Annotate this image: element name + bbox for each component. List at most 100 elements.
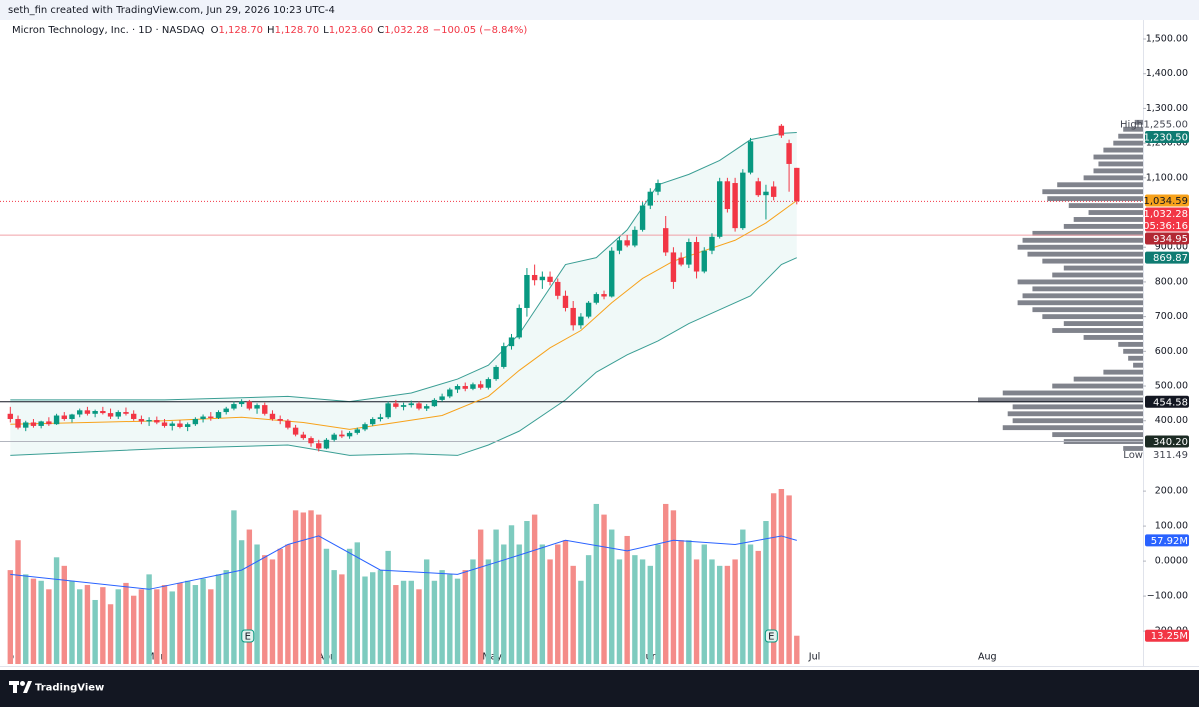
- chart-area: [0, 20, 1199, 670]
- brand: TradingView: [35, 683, 104, 694]
- volume-bar: [208, 589, 214, 664]
- candle-body: [647, 191, 653, 206]
- price-tag: [1145, 118, 1189, 131]
- lower-band: [10, 257, 797, 456]
- profile-bar: [1042, 189, 1143, 195]
- candle-body: [616, 240, 623, 251]
- candle-body: [177, 423, 183, 427]
- volume-bar: [370, 572, 376, 664]
- y-tick-label: 500.00: [1155, 381, 1188, 392]
- volume-bar: [215, 574, 222, 664]
- profile-bar: [1017, 279, 1143, 285]
- volume-bar: [38, 580, 44, 664]
- price-tag-prefix: Low: [1123, 450, 1143, 461]
- price-tag-label: 1,034.59: [1143, 196, 1188, 207]
- volume-bar: [447, 574, 453, 664]
- candle-body: [138, 418, 145, 422]
- volume-bar: [763, 521, 769, 664]
- candle-body: [562, 295, 569, 308]
- candle-body: [485, 379, 492, 388]
- volume-bar: [154, 589, 160, 664]
- volume-bar: [616, 559, 623, 664]
- volume-bar: [747, 544, 754, 664]
- candle-body: [747, 141, 754, 173]
- x-tick-label: May: [482, 652, 502, 663]
- profile-bar: [1027, 251, 1143, 257]
- profile-bar: [1017, 244, 1143, 250]
- candle-body: [154, 420, 160, 423]
- candle-body: [663, 228, 669, 253]
- candle-body: [516, 307, 522, 338]
- candle-body: [794, 167, 800, 202]
- legend-key: O: [211, 25, 219, 36]
- profile-bar: [1083, 335, 1143, 340]
- candle-body: [323, 439, 330, 449]
- legend-value: 1,128.70: [275, 25, 320, 36]
- volume-bar: [339, 574, 345, 664]
- candle-body: [370, 418, 376, 425]
- volume-bar: [524, 521, 530, 664]
- candle-body: [61, 415, 67, 419]
- profile-bar: [1068, 203, 1143, 209]
- profile-bar: [1128, 355, 1143, 361]
- price-tag-timer: 05:36:16: [1143, 221, 1188, 232]
- candle-body: [701, 250, 707, 272]
- profile-bar: [1123, 126, 1143, 132]
- candle-body: [570, 307, 576, 326]
- volume-bar: [7, 570, 14, 664]
- volume-bar: [15, 540, 21, 664]
- candle-body: [46, 421, 52, 425]
- header-bar: [0, 0, 1199, 20]
- volume-tag: [1145, 629, 1189, 642]
- volume-tag-label: 13.25M: [1151, 631, 1188, 642]
- candle-body: [431, 399, 438, 407]
- profile-bar: [1103, 147, 1143, 153]
- profile-bar: [1032, 286, 1143, 292]
- candle-body: [377, 417, 384, 419]
- candle-body: [192, 418, 199, 425]
- profile-bar: [1118, 133, 1143, 139]
- legend-key: C: [377, 25, 384, 36]
- volume-bar: [786, 495, 792, 664]
- candle-body: [693, 242, 700, 272]
- volume-bar: [161, 585, 168, 664]
- legend-value: 1,023.60: [329, 25, 374, 36]
- candle-body: [123, 412, 129, 414]
- candle-body: [115, 412, 121, 417]
- candle-body: [161, 422, 168, 426]
- volume-bar: [624, 535, 630, 664]
- candle-body: [493, 366, 499, 380]
- y2-tick-label: 0.0000: [1155, 556, 1188, 567]
- volume-bar: [61, 565, 67, 664]
- candle-body: [539, 276, 546, 281]
- volume-ma-tag: [1145, 534, 1189, 547]
- candle-body: [470, 384, 476, 389]
- price-tag: [1145, 232, 1189, 245]
- plot: 1,500.00 1,400.00 1,300.00 1,200.00 1,100.00…: [0, 34, 1189, 664]
- volume-bar: [663, 503, 669, 664]
- volume-bar: [146, 574, 152, 664]
- y-tick-label: 1,100.00: [1146, 172, 1188, 183]
- volume-bar: [184, 580, 191, 664]
- candle-body: [300, 434, 307, 439]
- volume-bar: [454, 578, 461, 664]
- volume-bar: [485, 559, 492, 664]
- profile-bar: [1002, 390, 1143, 396]
- profile-bar: [1133, 362, 1143, 368]
- legend-change: −100.05 (−8.84%): [433, 25, 528, 36]
- profile-bar: [1098, 161, 1143, 167]
- profile-bar: [1012, 404, 1143, 410]
- volume-bar: [408, 580, 414, 664]
- price-tag: [1145, 131, 1189, 144]
- x-tick-label: Jul: [808, 652, 820, 663]
- volume-bar: [639, 559, 646, 664]
- candle-body: [339, 434, 345, 437]
- profile-bar: [1007, 411, 1143, 417]
- volume-bar: [647, 565, 653, 664]
- profile-bar: [1047, 196, 1143, 202]
- candle-body: [408, 403, 414, 406]
- profile-bar: [1002, 425, 1143, 431]
- candle-body: [84, 410, 91, 414]
- volume-bar: [269, 559, 276, 664]
